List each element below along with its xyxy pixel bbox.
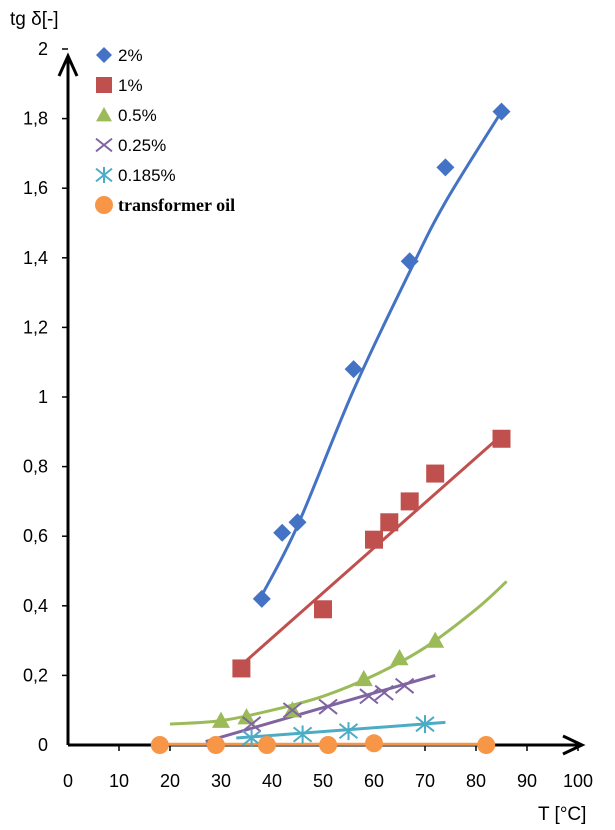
y-tick-label: 2 <box>38 39 48 59</box>
data-point-series-3 <box>359 688 379 705</box>
data-point-series-1 <box>314 600 332 619</box>
trendline-series-4 <box>236 720 446 740</box>
data-point-series-3 <box>374 684 394 701</box>
y-axis-arrow-icon <box>57 52 79 77</box>
y-axis-label: tg δ[-] <box>10 9 59 30</box>
y-tick-label: 0 <box>38 735 48 755</box>
data-point-series-0 <box>436 158 455 177</box>
data-point-series-5 <box>257 736 276 754</box>
y-tick-label: 0,4 <box>23 596 48 616</box>
data-point-series-4 <box>338 722 359 741</box>
legend-marker-3 <box>95 137 113 153</box>
legend-label-1: 1% <box>118 76 143 95</box>
data-points <box>150 102 511 754</box>
data-point-series-4 <box>292 725 313 744</box>
data-point-series-5 <box>206 736 225 754</box>
y-tick-label: 1,6 <box>23 178 48 198</box>
data-point-series-0 <box>288 513 307 532</box>
legend-marker-4 <box>95 167 113 183</box>
data-point-series-1 <box>365 530 383 549</box>
x-axis-arrow-icon <box>562 734 586 756</box>
data-point-series-3 <box>394 677 415 694</box>
y-tick-label: 0,2 <box>23 665 48 685</box>
x-tick-label: 50 <box>313 771 333 791</box>
y-tick-label: 0,8 <box>23 457 48 477</box>
x-tick-label: 80 <box>466 771 486 791</box>
data-point-series-2 <box>426 631 445 648</box>
legend-label-0: 2% <box>118 46 143 65</box>
x-tick-label: 30 <box>211 771 231 791</box>
x-tick-label: 90 <box>517 771 537 791</box>
x-tick-label: 10 <box>109 771 129 791</box>
data-point-series-0 <box>492 102 511 121</box>
y-tick-label: 1,2 <box>23 317 48 337</box>
x-tick-label: 0 <box>63 771 73 791</box>
data-point-series-3 <box>318 698 338 715</box>
legend-marker-2 <box>96 107 112 122</box>
x-tick-label: 100 <box>563 771 593 791</box>
x-tick-label: 60 <box>364 771 384 791</box>
data-point-series-0 <box>344 360 363 379</box>
data-point-series-3 <box>282 702 303 719</box>
legend-marker-1 <box>96 77 112 93</box>
data-point-series-4 <box>415 715 435 734</box>
data-point-series-2 <box>390 649 409 666</box>
legend-label-3: 0.25% <box>118 136 166 155</box>
data-point-series-0 <box>252 589 271 608</box>
data-point-series-0 <box>273 523 292 542</box>
data-point-series-1 <box>380 513 399 532</box>
data-point-series-4 <box>241 729 262 748</box>
legend-marker-5 <box>95 196 113 214</box>
data-point-series-2 <box>237 708 256 725</box>
legend-label-4: 0.185% <box>118 166 176 185</box>
data-point-series-1 <box>400 492 419 511</box>
legend-marker-0 <box>96 47 112 63</box>
data-point-series-5 <box>477 736 496 754</box>
axes: 00,20,40,60,811,21,41,61,820 10 20 30 40 50 60… <box>23 39 593 791</box>
data-point-series-2 <box>354 669 373 687</box>
data-point-series-5 <box>319 736 338 754</box>
x-tick-label: 20 <box>160 771 180 791</box>
trendline-series-1 <box>240 434 503 667</box>
data-point-series-3 <box>241 716 262 733</box>
legend-label-2: 0.5% <box>118 106 157 125</box>
legend: 2% 1% 0.5% 0.25% 0.185% transformer oil <box>95 46 235 215</box>
y-tick-label: 1,8 <box>23 109 48 129</box>
legend-label-5: transformer oil <box>118 195 235 215</box>
data-point-series-1 <box>232 659 251 678</box>
y-tick-label: 1,4 <box>23 248 48 268</box>
x-axis-label: T [°C] <box>538 804 586 825</box>
x-tick-label: 40 <box>262 771 282 791</box>
y-tick-label: 0,6 <box>23 526 48 546</box>
data-point-series-1 <box>492 429 511 448</box>
data-point-series-2 <box>212 711 230 728</box>
x-tick-label: 70 <box>415 771 435 791</box>
data-point-series-5 <box>365 734 383 753</box>
data-point-series-1 <box>426 464 445 483</box>
data-point-series-5 <box>150 736 169 754</box>
data-point-series-0 <box>400 252 419 271</box>
y-tick-label: 1 <box>38 387 48 407</box>
